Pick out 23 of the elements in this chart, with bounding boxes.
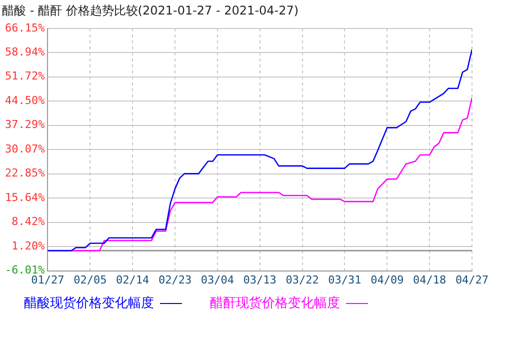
chart-title: 醋酸 - 醋酐 价格趋势比较(2021-01-27 - 2021-04-27) — [2, 3, 299, 18]
legend-label: 醋酸现货价格变化幅度 — [24, 295, 154, 312]
x-tick-label: 04/27 — [455, 273, 489, 286]
y-tick-label: 44.50% — [4, 94, 46, 107]
x-tick-label: 03/13 — [243, 273, 276, 286]
y-tick-label: 1.20% — [12, 239, 46, 252]
y-tick-label: 58.94% — [4, 45, 46, 58]
legend-label: 醋酐现货价格变化幅度 — [210, 295, 340, 312]
x-tick-label: 03/22 — [286, 273, 319, 286]
y-tick-label: 15.64% — [4, 190, 46, 204]
y-tick-label: 51.72% — [4, 70, 46, 83]
x-tick-label: 04/09 — [370, 273, 404, 286]
x-tick-label: 02/05 — [74, 273, 107, 286]
x-tick-label: 02/23 — [158, 273, 192, 286]
x-tick-label: 03/31 — [328, 273, 362, 286]
y-tick-label: 22.85% — [4, 166, 46, 180]
y-tick-label: 37.29% — [4, 118, 46, 132]
y-tick-label: 66.15% — [4, 21, 46, 34]
y-tick-label: 8.42% — [12, 215, 46, 228]
y-tick-label: 30.07% — [4, 142, 46, 156]
x-tick-label: 03/04 — [200, 273, 234, 286]
x-tick-label: 02/14 — [116, 273, 150, 286]
x-tick-label: 04/18 — [413, 273, 446, 286]
